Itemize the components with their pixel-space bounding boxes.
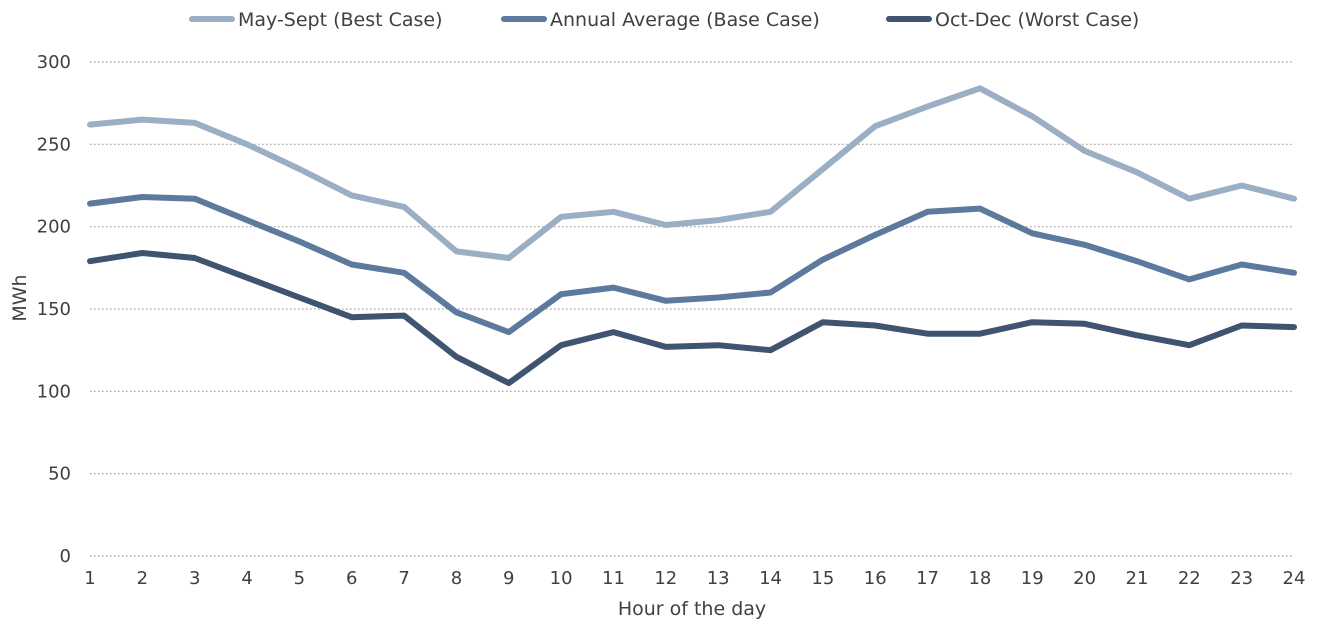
y-tick-label: 50: [48, 464, 71, 485]
series-line-2: [87, 250, 1297, 387]
x-tick-label: 2: [137, 568, 148, 589]
x-tick-label: 20: [1073, 568, 1096, 589]
y-tick-label: 300: [37, 52, 71, 73]
series-line-1: [87, 194, 1297, 336]
y-tick-label: 200: [37, 217, 71, 238]
x-tick-label: 9: [503, 568, 514, 589]
x-tick-label: 12: [654, 568, 677, 589]
x-axis-title: Hour of the day: [618, 598, 766, 620]
x-tick-label: 14: [759, 568, 782, 589]
x-tick-label: 18: [968, 568, 991, 589]
x-tick-label: 16: [864, 568, 887, 589]
x-tick-label: 11: [602, 568, 625, 589]
gridlines: [90, 61, 1294, 557]
x-tick-label: 5: [294, 568, 305, 589]
x-tick-label: 4: [241, 568, 252, 589]
x-tick-label: 15: [811, 568, 834, 589]
y-axis-title: MWh: [9, 274, 31, 321]
x-tick-label: 3: [189, 568, 200, 589]
x-tick-label: 7: [398, 568, 409, 589]
series-line-0: [87, 85, 1297, 261]
y-tick-label: 0: [60, 546, 71, 567]
x-tick-label: 6: [346, 568, 357, 589]
legend-label-1: Annual Average (Base Case): [550, 9, 820, 31]
x-tick-label: 21: [1126, 568, 1149, 589]
x-tick-label: 23: [1230, 568, 1253, 589]
legend: May-Sept (Best Case) Annual Average (Base…: [189, 9, 1139, 31]
legend-label-0: May-Sept (Best Case): [238, 9, 443, 31]
x-tick-label: 17: [916, 568, 939, 589]
y-axis-ticks: 0 50 100 150 200 250 300: [37, 52, 71, 567]
y-tick-label: 100: [37, 381, 71, 402]
x-tick-label: 22: [1178, 568, 1201, 589]
x-axis-ticks: 1 2 3 4 5 6 7 8 9 10 11 12 13 14 15 16 17 18 19 20 21 22 23 24: [84, 568, 1305, 589]
legend-label-2: Oct-Dec (Worst Case): [935, 9, 1139, 31]
x-tick-label: 24: [1283, 568, 1306, 589]
y-tick-label: 150: [37, 299, 71, 320]
x-tick-label: 8: [451, 568, 462, 589]
x-tick-label: 13: [707, 568, 730, 589]
x-tick-label: 1: [84, 568, 95, 589]
x-tick-label: 19: [1021, 568, 1044, 589]
series-lines: [87, 85, 1297, 387]
y-tick-label: 250: [37, 134, 71, 155]
x-tick-label: 10: [550, 568, 573, 589]
